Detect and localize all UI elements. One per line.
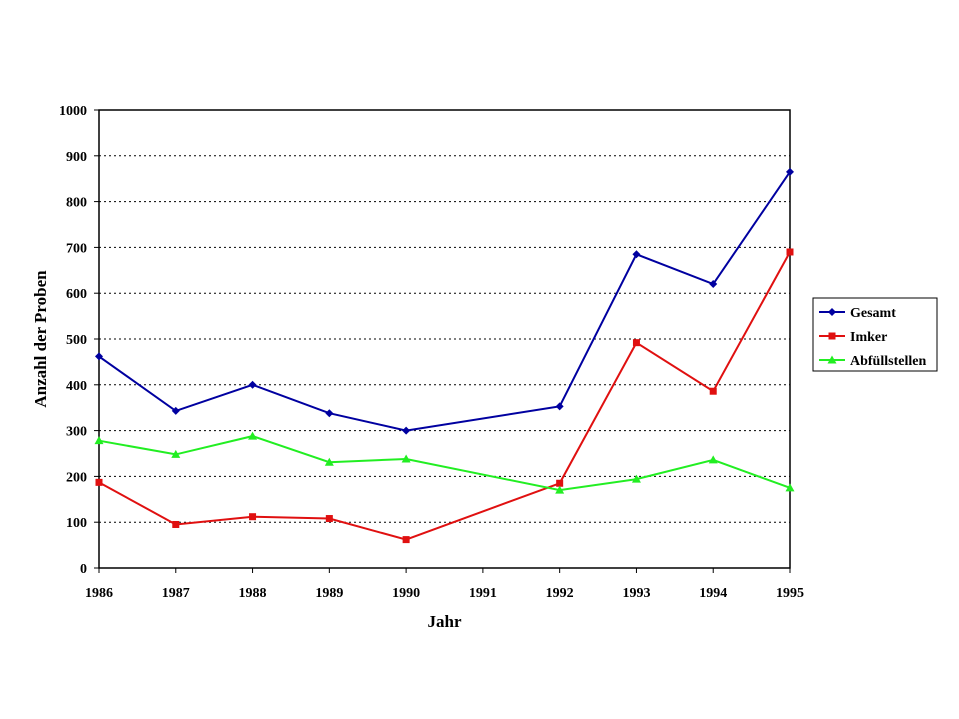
data-point [171, 406, 180, 415]
series-group [94, 167, 795, 544]
x-tick-label: 1990 [392, 586, 420, 601]
gridlines [99, 155, 790, 523]
y-tick-label: 900 [66, 150, 87, 165]
y-tick-label: 0 [80, 562, 87, 577]
data-point [401, 454, 411, 463]
legend-marker [828, 308, 836, 316]
series-abfüllstellen [94, 431, 795, 494]
y-tick-label: 1000 [59, 104, 87, 119]
y-tick-label: 300 [66, 425, 87, 440]
plot-area-frame [98, 109, 791, 569]
x-tick-label: 1986 [85, 586, 113, 601]
data-point [786, 248, 794, 256]
data-point [248, 431, 258, 440]
y-tick-label: 700 [66, 241, 87, 256]
data-point [248, 380, 257, 389]
y-tick-label: 100 [66, 516, 87, 531]
data-point [94, 436, 104, 445]
x-tick-label: 1991 [469, 586, 497, 601]
data-point [249, 513, 257, 521]
y-tick-label: 400 [66, 379, 87, 394]
legend: Gesamt Imker Abfüllstellen [812, 297, 938, 372]
data-point [631, 474, 641, 483]
legend-marker [828, 332, 836, 340]
legend-marker [827, 355, 837, 364]
series-line [98, 435, 791, 492]
legend-item: Gesamt [819, 306, 896, 321]
x-tick-label: 1993 [622, 586, 650, 601]
data-point [786, 167, 794, 176]
x-tick-label: 1987 [162, 586, 190, 601]
data-point [95, 352, 103, 361]
x-tick-label: 1994 [699, 586, 727, 601]
y-axis-title: Anzahl der Proben [31, 270, 50, 408]
data-point [785, 483, 795, 492]
data-point [325, 409, 334, 418]
data-point [402, 536, 410, 544]
data-point [709, 387, 717, 395]
legend-label: Gesamt [850, 306, 896, 321]
y-tick-label: 500 [66, 333, 87, 348]
data-point [171, 449, 181, 458]
x-axis-ticks: 1986 1987 1988 1989 1990 1991 1992 1993 1994 1995 [85, 568, 804, 601]
x-axis-title: Jahr [428, 612, 462, 631]
series-gesamt [95, 167, 794, 435]
x-tick-label: 1989 [315, 586, 343, 601]
data-point [325, 515, 333, 523]
data-point [708, 455, 718, 464]
series-line [98, 171, 791, 432]
y-tick-label: 800 [66, 196, 87, 211]
data-point [95, 478, 103, 486]
y-tick-label: 600 [66, 287, 87, 302]
data-point [555, 402, 564, 411]
legend-item: Abfüllstellen [819, 354, 926, 369]
data-point [632, 250, 641, 259]
y-tick-label: 200 [66, 470, 87, 485]
data-point [402, 426, 411, 435]
data-point [556, 479, 564, 487]
data-point [172, 520, 180, 528]
legend-label: Abfüllstellen [850, 354, 926, 369]
legend-label: Imker [850, 330, 887, 345]
y-axis-ticks: 0 100 200 300 400 500 600 700 800 900 1000 [59, 104, 99, 577]
data-point [324, 457, 334, 466]
series-imker [95, 248, 794, 544]
x-tick-label: 1988 [239, 586, 267, 601]
x-tick-label: 1995 [776, 586, 804, 601]
data-point [555, 485, 565, 494]
x-tick-label: 1992 [546, 586, 574, 601]
data-point [632, 339, 640, 347]
series-line [98, 251, 791, 541]
data-point [709, 280, 718, 289]
legend-item: Imker [819, 330, 887, 345]
